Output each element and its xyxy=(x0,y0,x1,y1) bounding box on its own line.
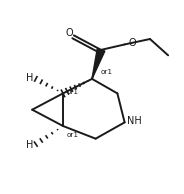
Text: O: O xyxy=(128,38,136,48)
Text: H: H xyxy=(26,73,33,83)
Text: O: O xyxy=(66,28,73,38)
Text: or1: or1 xyxy=(67,89,79,94)
Text: NH: NH xyxy=(127,116,142,126)
Polygon shape xyxy=(92,49,105,79)
Text: or1: or1 xyxy=(101,69,113,75)
Text: H: H xyxy=(26,140,33,150)
Text: or1: or1 xyxy=(67,132,79,138)
